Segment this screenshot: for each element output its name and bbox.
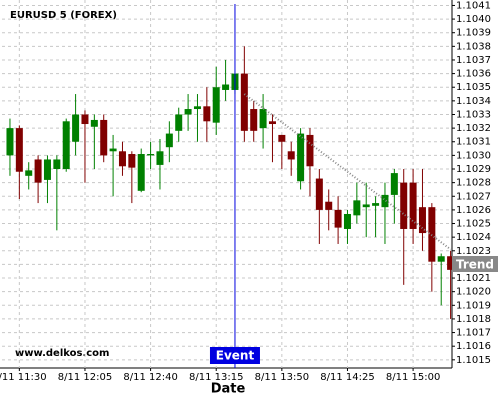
y-tick-label: 1.1036 <box>456 69 491 80</box>
candle-body <box>409 182 417 229</box>
y-tick-label: 1.1017 <box>456 328 491 339</box>
candle-body <box>212 87 220 123</box>
y-tick-label: 1.1037 <box>456 55 491 66</box>
x-tick-label: 8/11 14:25 <box>320 372 374 383</box>
y-tick-label: 1.1025 <box>456 219 491 230</box>
candle-body <box>147 154 155 156</box>
candle-body <box>81 114 89 125</box>
y-tick-label: 1.1041 <box>456 0 491 11</box>
y-tick-label: 1.1023 <box>456 246 491 257</box>
candle-body <box>297 133 305 182</box>
y-tick-label: 1.1040 <box>456 14 491 25</box>
y-tick-label: 1.1015 <box>456 355 491 366</box>
y-tick-label: 1.1020 <box>456 287 491 298</box>
y-tick-label: 1.1029 <box>456 164 491 175</box>
watermark: www.delkos.com <box>15 348 109 359</box>
y-tick-label: 1.1026 <box>456 205 491 216</box>
trend-label: Trend <box>456 258 494 272</box>
candle-body <box>268 121 276 125</box>
candle-body <box>447 256 455 270</box>
candle-body <box>156 151 164 165</box>
candle-body <box>334 209 342 228</box>
candle-body <box>72 114 80 142</box>
candle-body <box>315 178 323 210</box>
y-tick-label: 1.1031 <box>456 137 491 148</box>
x-tick-label: 8/11 12:05 <box>58 372 112 383</box>
candle-body <box>381 194 389 208</box>
x-tick-label: 8/11 15:00 <box>386 372 440 383</box>
x-tick-label: 8/11 13:15 <box>189 372 243 383</box>
x-tick-label: 8/11 12:40 <box>123 372 177 383</box>
candle-body <box>390 173 398 195</box>
candle-body <box>15 128 23 172</box>
candle-body <box>325 201 333 210</box>
candle-body <box>250 109 258 131</box>
candle-body <box>128 154 136 168</box>
y-tick-label: 1.1033 <box>456 109 491 120</box>
candle-body <box>184 109 192 115</box>
candle-body <box>240 73 248 131</box>
x-tick-label: 8/11 13:50 <box>255 372 309 383</box>
y-tick-label: 1.1021 <box>456 273 491 284</box>
candle-body <box>259 109 267 129</box>
candle-body <box>109 148 117 152</box>
candle-body <box>306 134 314 167</box>
y-tick-label: 1.1032 <box>456 123 491 134</box>
candle-body <box>6 128 14 156</box>
candle-body <box>118 151 126 167</box>
candle-body <box>100 119 108 156</box>
y-tick-label: 1.1028 <box>456 178 491 189</box>
candle-body <box>418 207 426 234</box>
x-axis-title: Date <box>211 382 246 397</box>
candle-body <box>353 200 361 216</box>
y-tick-label: 1.1039 <box>456 28 491 39</box>
candle-body <box>53 159 61 170</box>
candle-body <box>175 114 183 131</box>
candle-body <box>34 159 42 183</box>
candle-body <box>43 159 51 180</box>
candle-body <box>437 256 445 262</box>
candle-body <box>90 119 98 127</box>
candle-body <box>25 170 33 176</box>
y-tick-label: 1.1027 <box>456 191 491 202</box>
candle-body <box>362 204 370 208</box>
chart-title: EURUSD 5 (FOREX) <box>10 10 117 21</box>
candle-body <box>287 151 295 160</box>
candle-body <box>400 182 408 229</box>
y-tick-label: 1.1018 <box>456 314 491 325</box>
candle-body <box>372 203 380 206</box>
y-tick-label: 1.1016 <box>456 341 491 352</box>
candle-body <box>62 121 70 170</box>
candle-body <box>193 106 201 110</box>
event-label: Event <box>216 349 255 363</box>
candle-body <box>278 134 286 142</box>
y-tick-label: 1.1030 <box>456 150 491 161</box>
y-tick-label: 1.1024 <box>456 232 491 243</box>
candle-body <box>165 133 173 148</box>
y-tick-label: 1.1019 <box>456 300 491 311</box>
x-tick-label: 8/11 11:30 <box>0 372 47 383</box>
candle-body <box>203 106 211 122</box>
candle-body <box>222 84 230 90</box>
y-tick-label: 1.1038 <box>456 41 491 52</box>
event-label-box <box>209 347 260 364</box>
y-tick-label: 1.1035 <box>456 82 491 93</box>
y-tick-label: 1.1034 <box>456 96 491 107</box>
trend-line <box>243 93 452 251</box>
trend-label-box <box>452 256 498 272</box>
candle-body <box>343 213 351 229</box>
candle-body <box>137 154 145 191</box>
